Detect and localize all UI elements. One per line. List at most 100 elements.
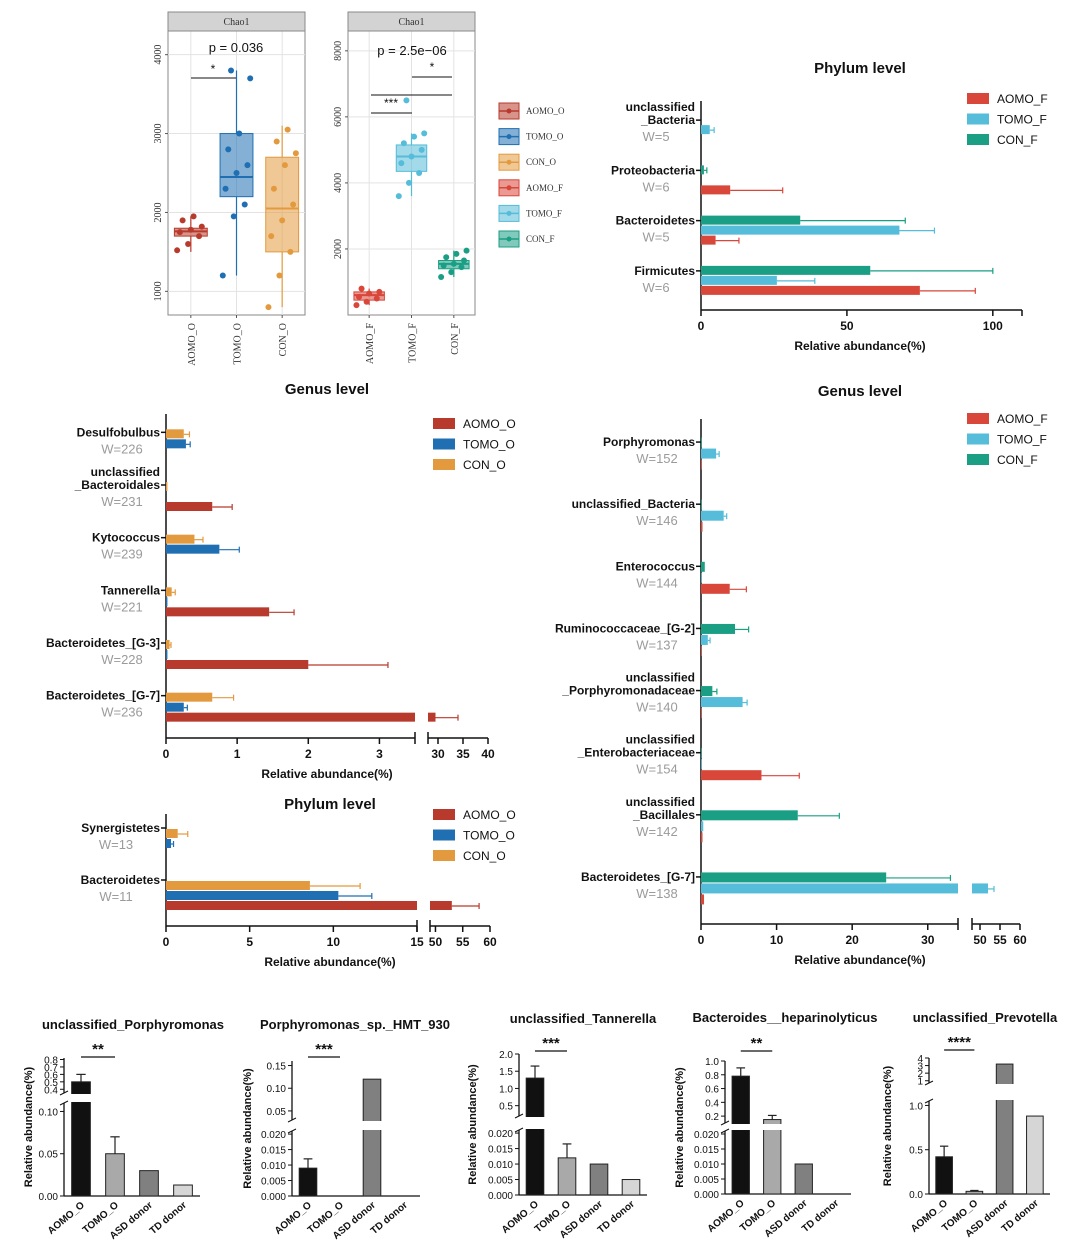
data-point [411, 133, 418, 140]
x-tick-label: 0 [698, 319, 705, 333]
bar [794, 1163, 813, 1195]
bar [430, 901, 452, 910]
bar [731, 1075, 750, 1195]
w-statistic: W=13 [99, 837, 133, 852]
data-point [363, 298, 370, 305]
chart-title: Genus level [818, 383, 902, 400]
bar [173, 1184, 193, 1197]
category-label: Firmicutes [634, 264, 695, 278]
bar [166, 482, 168, 491]
x-tick-label: 2 [305, 747, 312, 761]
w-statistic: W=138 [636, 886, 678, 901]
y-tick-label: 0.7 [44, 1063, 58, 1074]
x-tick-label: TOMO_O [233, 323, 244, 364]
y-tick-label: 0.05 [267, 1107, 287, 1118]
bar [428, 712, 436, 722]
legend-label: TOMO_F [997, 113, 1047, 127]
y-axis-title: Relative abundance(%) [882, 1065, 894, 1186]
legend-swatch [433, 438, 455, 450]
bar [166, 712, 415, 722]
y-tick-label: 2000 [153, 202, 164, 222]
hbar-genus_oral: 0 1 2 3 30 35 40 Relative abundance(%) Genus lev… [46, 381, 516, 781]
chart-title: Bacteroides__heparinolyticus [693, 1010, 878, 1025]
legend-label: TOMO_O [463, 829, 515, 843]
x-tick-label: 30 [431, 747, 445, 761]
bar-break-gap [762, 1124, 782, 1130]
data-point [450, 260, 457, 267]
bar [763, 1119, 782, 1195]
data-point [290, 201, 297, 208]
data-point [265, 304, 272, 311]
axis-break-mark [720, 1128, 730, 1134]
legend-swatch [967, 134, 989, 145]
category-label: unclassified [626, 100, 695, 114]
data-point [244, 162, 251, 169]
x-tick-label: 50 [840, 319, 854, 333]
bar [525, 1077, 545, 1196]
boxplot-legend: AOMO_O TOMO_O CON_O AOMO_F TOMO_F CON_F [498, 102, 565, 248]
data-point [400, 140, 407, 147]
w-statistic: W=142 [636, 824, 678, 839]
legend-swatch [433, 459, 455, 470]
category-label: Bacteroidetes [81, 873, 161, 887]
w-statistic: W=239 [101, 547, 143, 562]
y-tick-label: 0.000 [261, 1192, 286, 1203]
category-label: Bacteroidetes_[G-7] [46, 689, 160, 703]
bar [166, 640, 170, 649]
category-label: Kytococcus [92, 531, 160, 545]
significance-stars: *** [315, 1041, 333, 1058]
bar [972, 883, 988, 894]
y-axis-title: Relative abundance(%) [23, 1066, 35, 1187]
bar [701, 821, 704, 832]
bar [166, 692, 213, 702]
legend-swatch [967, 433, 989, 445]
x-tick-label: 3 [376, 747, 383, 761]
bar [701, 894, 705, 905]
y-tick-label: 2000 [333, 239, 344, 259]
panel-strip [347, 11, 476, 32]
data-point [236, 130, 243, 137]
y-axis-title: Relative abundance(%) [467, 1064, 479, 1185]
legend-label: CON_O [463, 458, 506, 472]
w-statistic: W=146 [636, 513, 678, 528]
bar [701, 770, 762, 781]
legend-label: AOMO_F [526, 183, 563, 193]
data-point [219, 272, 226, 279]
data-point [421, 130, 428, 137]
x-tick-label: 0 [163, 935, 170, 949]
bar [166, 502, 213, 511]
axis-break-mark [514, 1113, 524, 1119]
x-tick-label: AOMO_O [46, 1200, 87, 1237]
bar [166, 429, 184, 439]
legend-swatch [967, 93, 989, 104]
w-statistic: W=5 [642, 230, 669, 245]
category-label: Desulfobulbus [77, 425, 161, 439]
legend-label: CON_F [526, 234, 555, 244]
x-tick-label: 60 [1013, 933, 1027, 947]
bar [166, 881, 310, 890]
bar [557, 1157, 577, 1196]
category-label: Bacteroidetes [616, 214, 696, 228]
bar [701, 561, 705, 572]
legend-label: TOMO_O [526, 132, 564, 142]
y-tick-label: 0.005 [261, 1177, 286, 1188]
bar [701, 125, 710, 135]
legend-label: AOMO_O [463, 808, 516, 822]
data-point [230, 213, 237, 220]
axis-break-mark [924, 1080, 934, 1086]
bar [701, 686, 713, 697]
y-tick-label: 0.020 [694, 1130, 719, 1141]
legend-point [506, 210, 512, 216]
data-point [416, 170, 423, 176]
hbar-genus_fecal: 0 10 20 30 50 55 60 Relative abundance(%) Genus … [555, 383, 1048, 967]
x-tick-label: 55 [993, 933, 1007, 947]
y-tick-label: 0.6 [44, 1070, 58, 1081]
x-tick-label: 0 [163, 747, 170, 761]
bar [701, 872, 887, 883]
x-tick-label: 55 [456, 935, 470, 949]
chart-title: Phylum level [814, 60, 906, 77]
bar [701, 459, 702, 470]
bar [701, 748, 702, 759]
bar-break-gap [525, 1117, 545, 1129]
data-point [376, 288, 383, 295]
